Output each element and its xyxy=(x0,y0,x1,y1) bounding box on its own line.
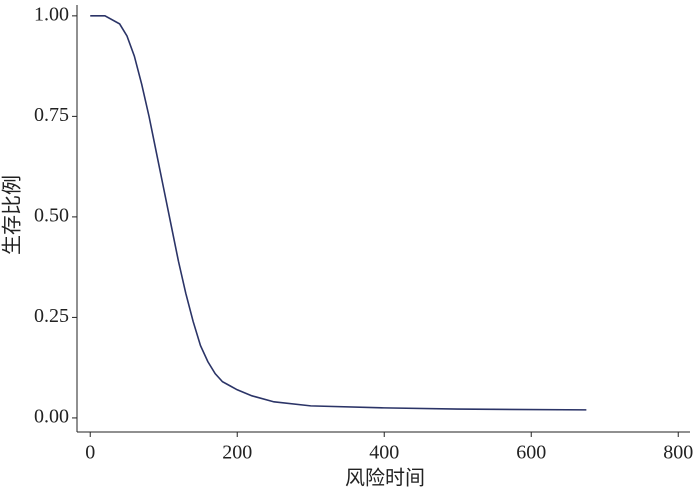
y-tick-label: 0.75 xyxy=(34,104,69,126)
y-tick-label: 1.00 xyxy=(34,3,69,25)
x-axis-label: 风险时间 xyxy=(345,467,425,490)
y-tick-label: 0.50 xyxy=(34,204,69,226)
y-axis-label: 生存比例 xyxy=(1,175,24,255)
y-tick-label: 0.00 xyxy=(34,406,69,428)
x-tick-label: 200 xyxy=(222,442,252,464)
x-tick-label: 400 xyxy=(369,442,399,464)
y-tick-label: 0.25 xyxy=(34,305,69,327)
survival-curve xyxy=(90,15,587,411)
x-tick-label: 0 xyxy=(85,442,95,464)
x-tick-label: 800 xyxy=(663,442,693,464)
x-tick-label: 600 xyxy=(516,442,546,464)
